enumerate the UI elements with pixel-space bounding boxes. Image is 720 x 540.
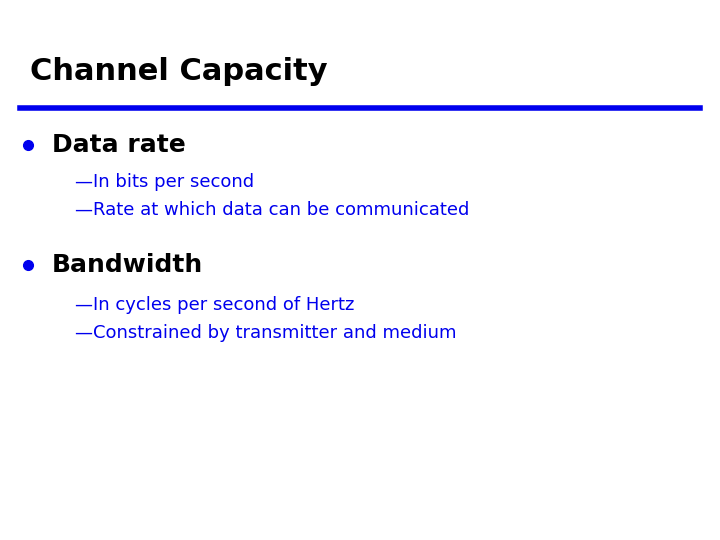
- Text: Data rate: Data rate: [52, 133, 186, 157]
- Text: —Constrained by transmitter and medium: —Constrained by transmitter and medium: [75, 324, 456, 342]
- Text: —In bits per second: —In bits per second: [75, 173, 254, 191]
- Text: —Rate at which data can be communicated: —Rate at which data can be communicated: [75, 201, 469, 219]
- Text: Bandwidth: Bandwidth: [52, 253, 203, 277]
- Text: Channel Capacity: Channel Capacity: [30, 57, 328, 86]
- Text: —In cycles per second of Hertz: —In cycles per second of Hertz: [75, 296, 354, 314]
